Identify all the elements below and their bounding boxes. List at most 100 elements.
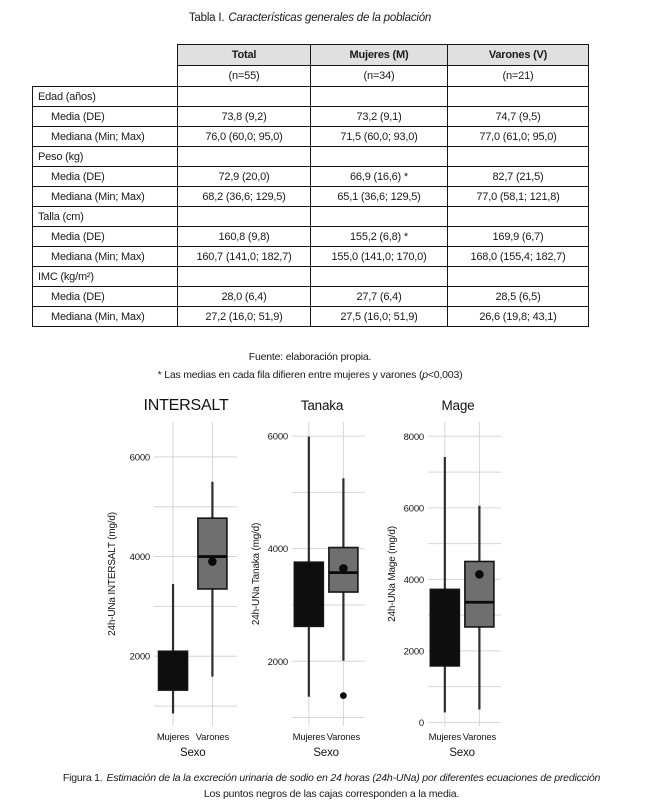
table-title-text: Características generales de la població… — [228, 12, 432, 24]
header-spacer — [33, 45, 178, 66]
boxplot-intersalt-canvas: 2000 4000 6000 24h-UNa INTERSALT (mg/d) Muje… — [107, 422, 237, 759]
mean-dot — [208, 557, 217, 566]
row-label: Mediana (Min, Max) — [32, 306, 178, 327]
row-label: Edad (años) — [32, 86, 178, 107]
table-row: Peso (kg) — [32, 146, 589, 167]
mean-dot — [475, 570, 484, 579]
cell-value — [447, 146, 589, 167]
row-label: Mediana (Min; Max) — [32, 246, 178, 267]
x-category-label: Varones — [196, 732, 230, 743]
cell-value — [177, 146, 311, 167]
table-source-note: Fuente: elaboración propia. — [248, 351, 372, 363]
mean-dot — [339, 564, 348, 573]
cell-value: 82,7 (21,5) — [447, 166, 589, 187]
row-label: Talla (cm) — [32, 206, 178, 227]
row-label: Peso (kg) — [32, 146, 178, 167]
col-subheader-total: (n=55) — [177, 65, 311, 87]
cell-value: 27,7 (6,4) — [310, 286, 448, 307]
x-category-label: Varones — [463, 732, 497, 743]
cell-value — [447, 86, 589, 107]
note-p-symbol: p — [422, 369, 428, 381]
cell-value: 77,0 (58,1; 121,8) — [447, 186, 589, 207]
plot-title-intersalt: INTERSALT — [143, 397, 229, 414]
table-subheader-row: (n=55) (n=34) (n=21) — [33, 65, 589, 87]
table-row: IMC (kg/m²) — [32, 266, 589, 287]
cell-value: 77,0 (61,0; 95,0) — [447, 126, 589, 147]
table-title-label: Tabla I. — [188, 12, 225, 24]
boxplot-mage-canvas: 0 2000 4000 6000 8000 24h-UNa Mage (mg/d) Muje… — [387, 422, 501, 759]
cell-value: 26,6 (19,8; 43,1) — [447, 306, 589, 327]
table-row: Mediana (Min; Max) 160,7 (141,0; 182,7) 15… — [32, 246, 589, 267]
table-title: Tabla I. Características generales de la … — [32, 12, 588, 24]
y-tick-label: 6000 — [268, 432, 288, 443]
cell-value: 66,9 (16,6) * — [310, 166, 448, 187]
table-row: Mediana (Min; Max) 76,0 (60,0; 95,0) 71,5 … — [32, 126, 589, 147]
table-row: Media (DE) 28,0 (6,4) 27,7 (6,4) 28,5 (6,5) — [32, 286, 589, 307]
header-spacer — [33, 66, 178, 87]
row-label: Media (DE) — [32, 226, 178, 247]
table-row: Media (DE) 73,8 (9,2) 73,2 (9,1) 74,7 (9,5) — [32, 106, 589, 127]
cell-value: 160,7 (141,0; 182,7) — [177, 246, 311, 267]
boxplot-mage: Mage 0 2000 4000 6000 8000 24h-UNa Mage (mg/d… — [384, 396, 506, 770]
x-category-label: Mujeres — [293, 732, 326, 743]
y-tick-label: 4000 — [130, 552, 150, 563]
y-tick-label: 0 — [419, 718, 424, 729]
cell-value: 27,5 (16,0; 51,9) — [310, 306, 448, 327]
row-label: Media (DE) — [32, 106, 178, 127]
cell-value — [177, 206, 311, 227]
box-mujeres — [293, 561, 325, 628]
y-tick-label: 4000 — [268, 544, 288, 555]
x-category-label: Mujeres — [429, 732, 462, 743]
note-text: * Las medias en cada fila difieren entre… — [157, 369, 423, 381]
cell-value: 155,2 (6,8) * — [310, 226, 448, 247]
note-text-suffix: <0,003) — [427, 369, 463, 381]
x-category-label: Varones — [327, 732, 361, 743]
y-tick-label: 8000 — [404, 432, 424, 443]
y-tick-label: 2000 — [268, 657, 288, 668]
cell-value: 73,2 (9,1) — [310, 106, 448, 127]
box-mujeres — [429, 588, 461, 667]
cell-value: 28,0 (6,4) — [177, 286, 311, 307]
col-subheader-mujeres: (n=34) — [310, 65, 448, 87]
cell-value: 28,5 (6,5) — [447, 286, 589, 307]
x-axis-label: Sexo — [313, 747, 338, 759]
cell-value: 155,0 (141,0; 170,0) — [310, 246, 448, 267]
table-row: Media (DE) 72,9 (20,0) 66,9 (16,6) * 82,7 (… — [32, 166, 589, 187]
cell-value — [310, 146, 448, 167]
table-row: Talla (cm) — [32, 206, 589, 227]
row-label: Mediana (Min; Max) — [32, 126, 178, 147]
outlier-dot — [340, 692, 347, 699]
characteristics-table: Total Mujeres (M) Varones (V) (n=55) (n=… — [32, 44, 589, 327]
table-header-row: Total Mujeres (M) Varones (V) — [33, 44, 589, 66]
cell-value — [310, 86, 448, 107]
row-label: IMC (kg/m²) — [32, 266, 178, 287]
box-mujeres — [157, 650, 189, 691]
cell-value: 68,2 (36,6; 129,5) — [177, 186, 311, 207]
figure-caption-label: Figura 1. — [62, 772, 103, 784]
y-axis-label: 24h-UNa Mage (mg/d) — [387, 526, 398, 622]
cell-value — [447, 266, 589, 287]
boxplot-tanaka-canvas: 2000 4000 6000 24h-UNa Tanaka (mg/d) Mujeres… — [251, 422, 365, 759]
row-label: Mediana (Min; Max) — [32, 186, 178, 207]
y-axis-label: 24h-UNa Tanaka (mg/d) — [251, 523, 262, 625]
x-category-label: Mujeres — [157, 732, 190, 743]
col-header-total: Total — [177, 44, 311, 66]
cell-value — [447, 206, 589, 227]
col-header-varones: Varones (V) — [447, 44, 589, 66]
box-varones — [197, 517, 228, 590]
cell-value — [177, 86, 311, 107]
cell-value: 71,5 (60,0; 93,0) — [310, 126, 448, 147]
table-body: Edad (años) Media (DE) 73,8 (9,2) 73,2 (9,1… — [32, 86, 589, 327]
table-row: Mediana (Min, Max) 27,2 (16,0; 51,9) 27,5 … — [32, 306, 589, 327]
y-tick-label: 2000 — [404, 646, 424, 657]
y-tick-label: 2000 — [130, 652, 150, 663]
table-significance-note: * Las medias en cada fila difieren entre… — [32, 369, 588, 381]
row-label: Media (DE) — [32, 166, 178, 187]
cell-value — [177, 266, 311, 287]
cell-value: 72,9 (20,0) — [177, 166, 311, 187]
cell-value: 168,0 (155,4; 182,7) — [447, 246, 589, 267]
x-axis-label: Sexo — [449, 747, 474, 759]
cell-value: 73,8 (9,2) — [177, 106, 311, 127]
y-tick-label: 4000 — [404, 575, 424, 586]
cell-value — [310, 266, 448, 287]
